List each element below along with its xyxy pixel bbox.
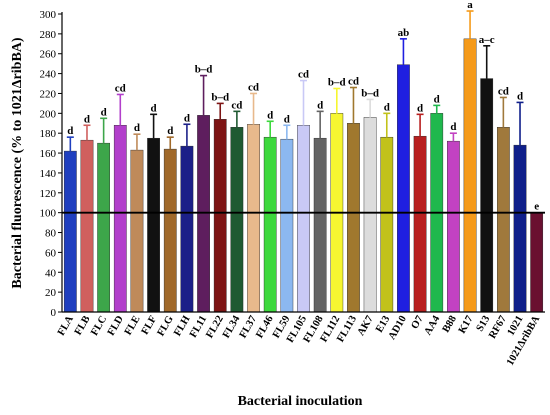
x-tick-label: O7 bbox=[409, 314, 425, 331]
y-tick-label: 100 bbox=[40, 208, 57, 220]
significance-label: d bbox=[184, 112, 190, 124]
bar bbox=[63, 150, 77, 313]
bar bbox=[347, 123, 360, 313]
bar bbox=[80, 139, 94, 313]
bar bbox=[480, 78, 494, 313]
y-tick-label: 0 bbox=[51, 307, 57, 319]
x-tick-label: AK7 bbox=[356, 314, 376, 338]
y-tick-label: 260 bbox=[40, 49, 57, 61]
y-tick-label: 240 bbox=[40, 69, 57, 81]
x-tick-label: FLC bbox=[89, 314, 109, 338]
x-tick-label: FLA bbox=[56, 314, 76, 338]
significance-label: d bbox=[284, 113, 290, 125]
x-tick-label: FLE bbox=[123, 314, 143, 337]
bar bbox=[413, 135, 427, 313]
y-axis-title: Bacterial fluorescence (% to 1021ΔribBA) bbox=[10, 37, 25, 288]
bar bbox=[180, 145, 194, 313]
significance-label: d bbox=[134, 122, 140, 134]
y-tick-label: 300 bbox=[40, 9, 57, 21]
bar bbox=[230, 127, 244, 313]
y-tick-label: 120 bbox=[40, 188, 57, 200]
significance-label: cd bbox=[298, 69, 309, 81]
significance-label: d bbox=[417, 102, 423, 114]
significance-label: a–c bbox=[479, 34, 495, 46]
bar bbox=[313, 137, 327, 313]
significance-label: b–d bbox=[195, 64, 213, 76]
significance-label: b–d bbox=[361, 87, 379, 99]
bar bbox=[280, 138, 294, 313]
x-axis-title: Bacterial inoculation bbox=[238, 394, 363, 409]
bar bbox=[363, 117, 377, 313]
significance-label: d bbox=[151, 102, 157, 114]
significance-label: ab bbox=[398, 27, 410, 39]
bar bbox=[113, 125, 127, 313]
y-tick-label: 220 bbox=[40, 88, 57, 100]
x-tick-label: FLG bbox=[156, 314, 176, 338]
significance-label: cd bbox=[498, 85, 509, 97]
bar bbox=[496, 127, 510, 313]
y-tick-label: 20 bbox=[45, 287, 57, 299]
x-tick-label: AA4 bbox=[423, 313, 443, 337]
significance-label: d bbox=[84, 113, 90, 125]
bar bbox=[247, 124, 260, 313]
bar bbox=[197, 115, 210, 313]
significance-label: cd bbox=[231, 99, 242, 111]
bar bbox=[447, 140, 460, 313]
bar bbox=[130, 149, 144, 313]
significance-label: d bbox=[167, 125, 173, 137]
bar bbox=[297, 125, 310, 313]
bar bbox=[530, 212, 544, 313]
x-tick-label: RF67 bbox=[487, 314, 509, 341]
bar bbox=[397, 64, 410, 313]
plot-area: dFLAdFLBdFLCcdFLDdFLEdFLFdFLGdFLHb–dFL11… bbox=[40, 0, 545, 368]
y-tick-label: 180 bbox=[40, 128, 57, 140]
significance-label: d bbox=[450, 121, 456, 133]
bar bbox=[147, 137, 160, 313]
y-tick-label: 140 bbox=[40, 168, 57, 180]
significance-label: cd bbox=[115, 82, 126, 94]
y-tick-label: 60 bbox=[45, 247, 57, 259]
significance-label: d bbox=[434, 93, 440, 105]
significance-label: d bbox=[67, 125, 73, 137]
bar bbox=[513, 144, 527, 313]
significance-label: d bbox=[317, 99, 323, 111]
x-tick-label: B88 bbox=[441, 314, 459, 335]
significance-label: b–d bbox=[328, 77, 346, 89]
x-tick-label: K17 bbox=[457, 314, 476, 336]
significance-label: d bbox=[101, 106, 107, 118]
bar bbox=[380, 136, 394, 313]
x-tick-label: FLB bbox=[73, 314, 93, 337]
bar bbox=[97, 142, 111, 313]
significance-label: d bbox=[267, 109, 273, 121]
bar bbox=[463, 38, 477, 313]
y-tick-label: 40 bbox=[45, 267, 57, 279]
significance-label: cd bbox=[248, 81, 259, 93]
significance-label: d bbox=[517, 90, 523, 102]
bar bbox=[213, 119, 227, 313]
y-tick-label: 160 bbox=[40, 148, 57, 160]
x-tick-label: FLD bbox=[106, 314, 126, 338]
significance-label: d bbox=[384, 101, 390, 113]
y-tick-label: 80 bbox=[45, 228, 57, 240]
bar bbox=[163, 148, 177, 313]
y-tick-label: 200 bbox=[40, 108, 57, 120]
significance-label: cd bbox=[348, 76, 359, 88]
y-tick-label: 280 bbox=[40, 29, 57, 41]
significance-label: e bbox=[534, 201, 539, 213]
significance-label: a bbox=[467, 0, 473, 11]
bar bbox=[263, 136, 277, 313]
significance-label: b–d bbox=[211, 91, 229, 103]
